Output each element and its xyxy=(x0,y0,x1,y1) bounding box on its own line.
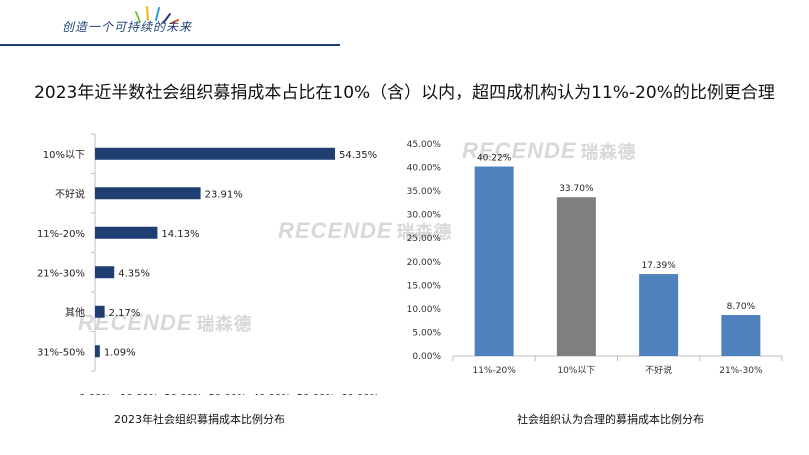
slogan: 创造一个可持续的未来 xyxy=(62,20,193,34)
data-label: 2.17% xyxy=(109,308,141,319)
y-tick-label: 15.00% xyxy=(407,281,442,291)
data-label: 33.70% xyxy=(559,184,594,194)
x-tick-label: 10.00% xyxy=(120,393,158,395)
bar xyxy=(721,315,761,356)
y-tick-label: 11%-20% xyxy=(37,229,85,240)
y-tick-label: 30.00% xyxy=(407,211,442,221)
bar xyxy=(95,187,201,200)
y-tick-label: 0.00% xyxy=(412,352,441,362)
data-label: 40.22% xyxy=(477,154,512,164)
vertical-bar-chart: 0.00% 5.00% 10.00% 15.00% 20.00% 25.00% 30.00%… xyxy=(407,140,783,376)
left-chart-caption: 2023年社会组织募捐成本比例分布 xyxy=(114,413,285,426)
bar xyxy=(95,345,100,358)
y-tick-label: 不好说 xyxy=(55,187,85,200)
bar xyxy=(474,166,514,356)
y-tick-label: 10.00% xyxy=(407,305,442,315)
y-tick-label: 35.00% xyxy=(407,187,442,197)
x-tick-label: 30.00% xyxy=(208,393,246,395)
y-tick-label: 45.00% xyxy=(407,140,442,150)
y-tick-label: 其他 xyxy=(65,306,85,319)
bar xyxy=(95,305,105,318)
x-tick-label: 0.00% xyxy=(79,393,111,395)
x-tick-label: 40.00% xyxy=(253,393,291,395)
header-divider xyxy=(0,44,340,46)
data-label: 4.35% xyxy=(118,268,150,279)
data-label: 8.70% xyxy=(727,302,756,312)
y-tick-label: 25.00% xyxy=(407,234,442,244)
data-label: 17.39% xyxy=(641,261,676,271)
x-tick-label: 10%以下 xyxy=(557,366,595,376)
data-label: 54.35% xyxy=(339,150,377,161)
x-tick-label: 不好说 xyxy=(645,364,672,376)
bar xyxy=(639,274,679,356)
data-label: 23.91% xyxy=(205,189,243,200)
bar xyxy=(95,226,158,239)
logo-rays-icon xyxy=(135,6,179,24)
x-tick-label: 11%-20% xyxy=(472,366,516,376)
bar xyxy=(95,266,115,279)
x-tick-label: 60.00% xyxy=(341,393,379,395)
x-tick-label: 21%-30% xyxy=(719,366,763,376)
x-tick-label: 20.00% xyxy=(164,393,202,395)
data-label: 14.13% xyxy=(161,229,199,240)
bar xyxy=(95,147,336,160)
y-tick-label: 40.00% xyxy=(407,164,442,174)
page-title: 2023年近半数社会组织募捐成本占比在10%（含）以内，超四成机构认为11%-2… xyxy=(34,83,775,103)
data-label: 1.09% xyxy=(104,347,136,358)
right-chart-caption: 社会组织认为合理的募捐成本比例分布 xyxy=(517,413,704,426)
y-tick-label: 5.00% xyxy=(412,328,441,338)
bar xyxy=(556,197,596,356)
y-tick-label: 31%-50% xyxy=(37,347,85,358)
x-tick-label: 50.00% xyxy=(297,393,335,395)
y-tick-label: 20.00% xyxy=(407,258,442,268)
horizontal-bar-chart: 10%以下 54.35% 不好说 23.91% 11%-20% 14.13% 21%-30%… xyxy=(37,133,379,395)
y-tick-label: 10%以下 xyxy=(43,150,85,161)
y-tick-label: 21%-30% xyxy=(37,268,85,279)
